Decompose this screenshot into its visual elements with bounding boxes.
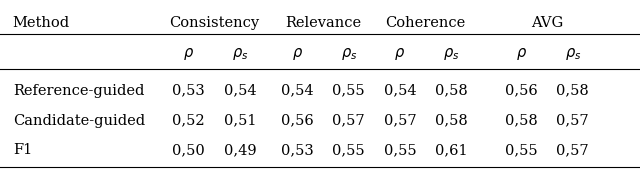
Text: 0,57: 0,57	[557, 143, 589, 157]
Text: Reference-guided: Reference-guided	[13, 84, 144, 98]
Text: 0,54: 0,54	[224, 84, 256, 98]
Text: 0,58: 0,58	[505, 114, 538, 128]
Text: 0,55: 0,55	[333, 84, 365, 98]
Text: 0,58: 0,58	[556, 84, 589, 98]
Text: 0,56: 0,56	[281, 114, 314, 128]
Text: 0,57: 0,57	[333, 114, 365, 128]
Text: $\rho$: $\rho$	[183, 46, 195, 62]
Text: 0,54: 0,54	[282, 84, 314, 98]
Text: 0,50: 0,50	[172, 143, 205, 157]
Text: Method: Method	[13, 16, 70, 30]
Text: 0,55: 0,55	[506, 143, 538, 157]
Text: F1: F1	[13, 143, 32, 157]
Text: 0,49: 0,49	[224, 143, 256, 157]
Text: 0,54: 0,54	[384, 84, 416, 98]
Text: $\rho_s$: $\rho_s$	[564, 46, 581, 62]
Text: 0,61: 0,61	[435, 143, 467, 157]
Text: Coherence: Coherence	[385, 16, 466, 30]
Text: 0,55: 0,55	[333, 143, 365, 157]
Text: 0,53: 0,53	[172, 84, 205, 98]
Text: Candidate-guided: Candidate-guided	[13, 114, 145, 128]
Text: AVG: AVG	[531, 16, 563, 30]
Text: $\rho_s$: $\rho_s$	[232, 46, 248, 62]
Text: 0,57: 0,57	[557, 114, 589, 128]
Text: 0,52: 0,52	[173, 114, 205, 128]
Text: 0,56: 0,56	[505, 84, 538, 98]
Text: 0,55: 0,55	[384, 143, 416, 157]
Text: 0,58: 0,58	[435, 84, 468, 98]
Text: 0,53: 0,53	[281, 143, 314, 157]
Text: $\rho_s$: $\rho_s$	[340, 46, 357, 62]
Text: $\rho$: $\rho$	[516, 46, 527, 62]
Text: $\rho_s$: $\rho_s$	[443, 46, 460, 62]
Text: Relevance: Relevance	[285, 16, 361, 30]
Text: $\rho$: $\rho$	[292, 46, 303, 62]
Text: 0,57: 0,57	[384, 114, 416, 128]
Text: 0,51: 0,51	[224, 114, 256, 128]
Text: Consistency: Consistency	[170, 16, 259, 30]
Text: 0,58: 0,58	[435, 114, 468, 128]
Text: $\rho$: $\rho$	[394, 46, 406, 62]
